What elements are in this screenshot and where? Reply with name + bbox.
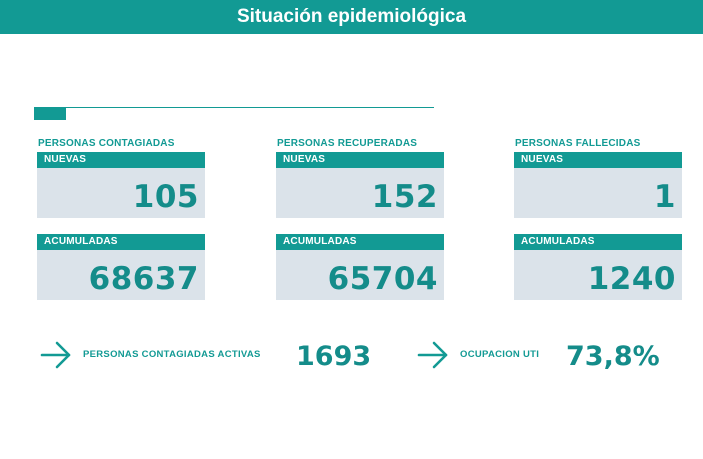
arrow-right-icon <box>40 341 71 369</box>
card-recuperadas-acumuladas: ACUMULADAS 65704 <box>276 234 444 300</box>
page-header: Situación epidemiológica <box>0 0 703 34</box>
decorative-line <box>66 107 434 108</box>
summary-label-activas: PERSONAS CONTAGIADAS ACTIVAS <box>83 349 261 360</box>
card-value: 65704 <box>327 261 438 297</box>
column-title-recuperadas: PERSONAS RECUPERADAS <box>277 138 418 149</box>
card-value: 1240 <box>587 261 676 297</box>
card-value: 1 <box>653 179 676 215</box>
card-contagiadas-acumuladas: ACUMULADAS 68637 <box>37 234 205 300</box>
card-contagiadas-nuevas: NUEVAS 105 <box>37 152 205 218</box>
summary-label-uti: OCUPACION UTI <box>460 349 540 360</box>
column-title-fallecidas: PERSONAS FALLECIDAS <box>515 138 641 149</box>
card-label: ACUMULADAS <box>514 234 682 250</box>
card-value: 105 <box>132 179 199 215</box>
card-label: ACUMULADAS <box>276 234 444 250</box>
page-title: Situación epidemiológica <box>236 6 467 27</box>
column-title-contagiadas: PERSONAS CONTAGIADAS <box>38 138 175 149</box>
card-recuperadas-nuevas: NUEVAS 152 <box>276 152 444 218</box>
summary-value-uti: 73,8% <box>566 341 660 372</box>
card-label: ACUMULADAS <box>37 234 205 250</box>
arrow-right-icon <box>417 341 448 369</box>
card-label: NUEVAS <box>514 152 682 168</box>
card-label: NUEVAS <box>37 152 205 168</box>
decorative-bar <box>34 107 66 120</box>
card-fallecidas-acumuladas: ACUMULADAS 1240 <box>514 234 682 300</box>
card-fallecidas-nuevas: NUEVAS 1 <box>514 152 682 218</box>
summary-value-activas: 1693 <box>296 341 372 372</box>
card-label: NUEVAS <box>276 152 444 168</box>
card-value: 152 <box>371 179 438 215</box>
card-value: 68637 <box>88 261 199 297</box>
